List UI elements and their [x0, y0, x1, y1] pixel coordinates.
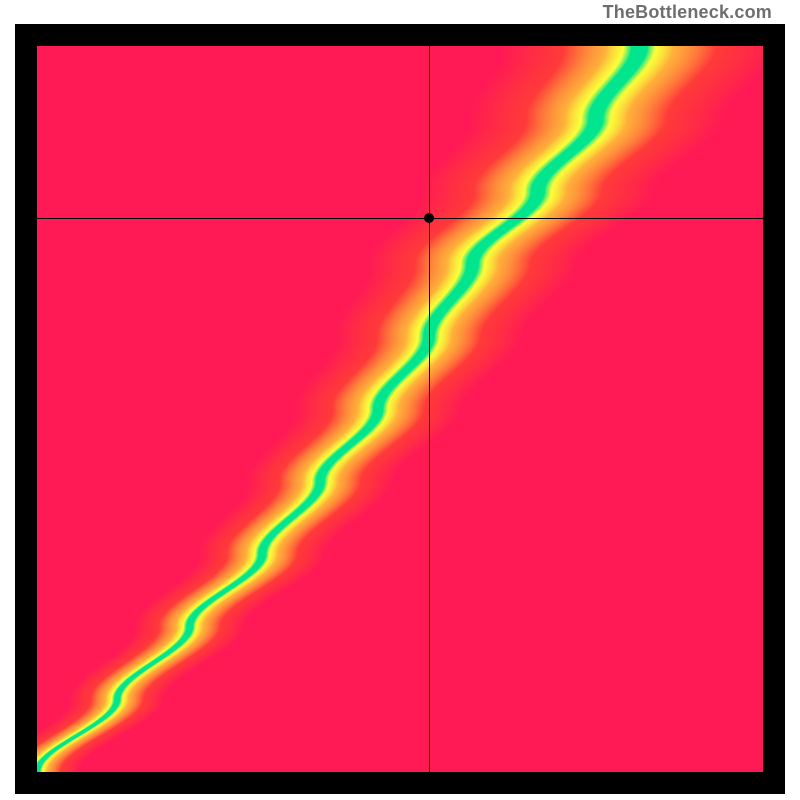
chart-frame — [15, 24, 785, 794]
chart-plot-area — [37, 46, 763, 772]
crosshair-horizontal — [37, 218, 763, 219]
chart-container — [0, 24, 800, 800]
crosshair-vertical — [429, 46, 430, 772]
crosshair-marker — [424, 213, 434, 223]
watermark-text: TheBottleneck.com — [603, 2, 772, 22]
heatmap-canvas — [37, 46, 763, 772]
